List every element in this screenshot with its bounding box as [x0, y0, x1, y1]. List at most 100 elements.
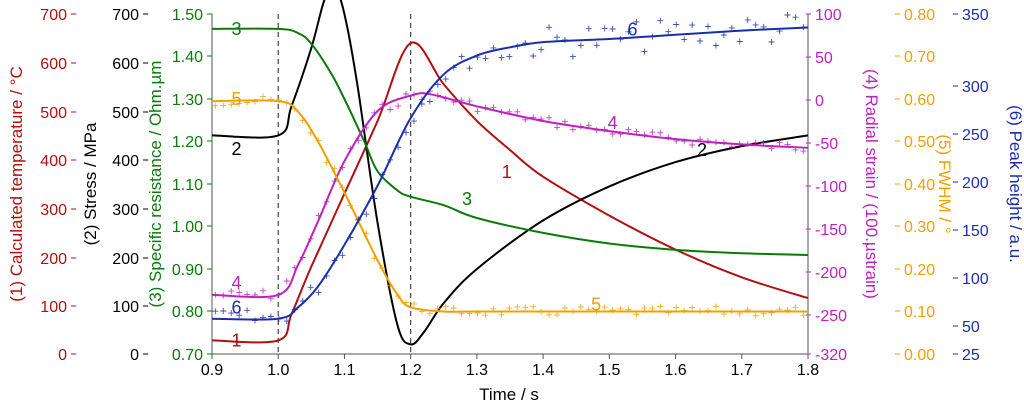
- data-marker-series-5: [577, 304, 584, 310]
- series-line-6: [211, 26, 809, 321]
- data-marker-series-6: [792, 14, 799, 21]
- y-tick-label-temp: 300: [40, 202, 67, 219]
- data-marker-series-6: [728, 24, 735, 31]
- y-tick-label-stress: 700: [112, 7, 139, 24]
- data-marker-series-4: [728, 144, 735, 150]
- data-marker-series-6: [410, 118, 417, 125]
- data-marker-series-6: [577, 42, 584, 49]
- data-marker-series-5: [641, 304, 648, 311]
- y-tick-label-resist: 1.40: [172, 49, 203, 66]
- y-tick-label-stress: 500: [112, 105, 139, 122]
- data-marker-series-5: [450, 305, 457, 311]
- data-marker-series-6: [554, 34, 561, 41]
- series-line-4: [211, 92, 809, 299]
- series-label-2: 2: [697, 140, 707, 160]
- series-label-2: 2: [231, 139, 241, 159]
- y-tick-label-strain: -50: [815, 136, 838, 153]
- data-marker-series-4: [649, 129, 656, 136]
- x-tick-label: 1.8: [797, 362, 819, 379]
- data-marker-series-5: [498, 311, 505, 318]
- data-marker-series-4: [474, 108, 481, 115]
- data-marker-series-6: [585, 25, 592, 32]
- y-tick-label-fwhm: 0.30: [904, 219, 935, 236]
- y-tick-label-resist: 1.20: [172, 134, 203, 151]
- y-axis-title-temp: (1) Calculated temperature / °C: [7, 66, 26, 301]
- y-axis-stress: 0 100 200 300 400 500 600 700 (2) Stress / MPa: [81, 7, 149, 364]
- y-tick-label-temp: 200: [40, 251, 67, 268]
- data-marker-series-6: [252, 317, 259, 324]
- x-tick-label: 0.9: [201, 362, 223, 379]
- data-marker-series-6: [466, 65, 473, 72]
- y-tick-label-strain: 50: [815, 50, 833, 67]
- y-axis-title-resist: (3) Specific resistance / Ohm.µm: [146, 61, 165, 308]
- y-tick-label-resist: 1.00: [172, 219, 203, 236]
- data-marker-series-6: [426, 98, 433, 105]
- y-tick-label-fwhm: 0.20: [904, 262, 935, 279]
- series-label-4: 4: [608, 113, 618, 133]
- data-marker-series-6: [371, 195, 378, 202]
- y-axis-title-fwhm: (5) FWHM / °: [935, 134, 954, 233]
- y-tick-label-strain: 100: [815, 7, 842, 24]
- y-tick-label-peak: 50: [962, 319, 980, 336]
- y-tick-label-fwhm: 0.80: [904, 7, 935, 24]
- series-label-4: 4: [231, 273, 241, 293]
- y-tick-label-stress: 300: [112, 202, 139, 219]
- data-marker-series-6: [593, 42, 600, 49]
- x-tick-label: 1.6: [664, 362, 686, 379]
- data-marker-series-5: [530, 303, 537, 310]
- data-marker-series-5: [442, 303, 449, 310]
- y-tick-label-stress: 0: [130, 347, 139, 364]
- data-marker-series-6: [569, 53, 576, 60]
- data-marker-series-4: [689, 142, 696, 148]
- y-tick-label-peak: 25: [962, 347, 980, 364]
- data-marker-series-4: [625, 126, 632, 133]
- data-marker-series-5: [506, 305, 513, 312]
- y-tick-label-temp: 600: [40, 56, 67, 73]
- data-marker-series-6: [712, 42, 719, 49]
- x-tick-label: 1.5: [598, 362, 620, 379]
- data-marker-series-5: [259, 93, 266, 100]
- y-tick-label-resist: 0.70: [172, 347, 203, 364]
- axes-group: 0.9 1.0 1.1 1.2 1.3 1.4 1.5 1.6 1.7 1.80100200300…: [7, 7, 1024, 379]
- data-marker-series-5: [228, 101, 235, 108]
- data-marker-series-6: [236, 312, 243, 319]
- data-marker-series-6: [482, 55, 489, 62]
- data-marker-series-4: [633, 128, 640, 135]
- data-marker-series-4: [236, 289, 243, 296]
- data-marker-series-4: [387, 106, 394, 113]
- series-label-1: 1: [231, 330, 241, 350]
- data-marker-series-6: [538, 46, 545, 53]
- y-tick-label-fwhm: 0.60: [904, 92, 935, 109]
- data-marker-series-6: [736, 38, 743, 45]
- y-tick-label-stress: 400: [112, 153, 139, 170]
- data-marker-series-6: [212, 308, 219, 315]
- series-label-6: 6: [231, 297, 241, 317]
- data-marker-series-4: [569, 126, 576, 133]
- data-marker-series-6: [244, 307, 251, 314]
- series-labels: 1 1 2 2 3 3 4 4 5 5 6 6: [231, 19, 707, 350]
- data-marker-series-6: [546, 24, 553, 31]
- y-tick-label-resist: 0.80: [172, 304, 203, 321]
- data-marker-series-6: [744, 16, 751, 23]
- y-tick-label-peak: 150: [962, 223, 989, 240]
- y-tick-label-fwhm: 0.00: [904, 347, 935, 364]
- data-marker-series-4: [546, 114, 553, 121]
- data-marker-series-6: [339, 252, 346, 259]
- y-tick-label-resist: 1.50: [172, 7, 203, 24]
- data-marker-series-6: [689, 22, 696, 29]
- series-label-3: 3: [462, 189, 472, 209]
- data-marker-series-4: [776, 139, 783, 146]
- x-tick-label: 1.4: [532, 362, 554, 379]
- data-marker-series-4: [514, 108, 521, 115]
- x-tick-label: 1.3: [466, 362, 488, 379]
- data-marker-series-5: [657, 303, 664, 310]
- y-axis-title-peak: (6) Peak height / a.u.: [1006, 105, 1024, 263]
- plot-area: [211, 0, 809, 354]
- y-tick-label-resist: 0.90: [172, 262, 203, 279]
- data-marker-series-6: [506, 53, 513, 60]
- y-tick-label-peak: 300: [962, 79, 989, 96]
- data-marker-series-5: [546, 311, 553, 318]
- y-tick-label-fwhm: 0.40: [904, 177, 935, 194]
- data-marker-series-5: [673, 304, 680, 311]
- y-tick-label-stress: 100: [112, 299, 139, 316]
